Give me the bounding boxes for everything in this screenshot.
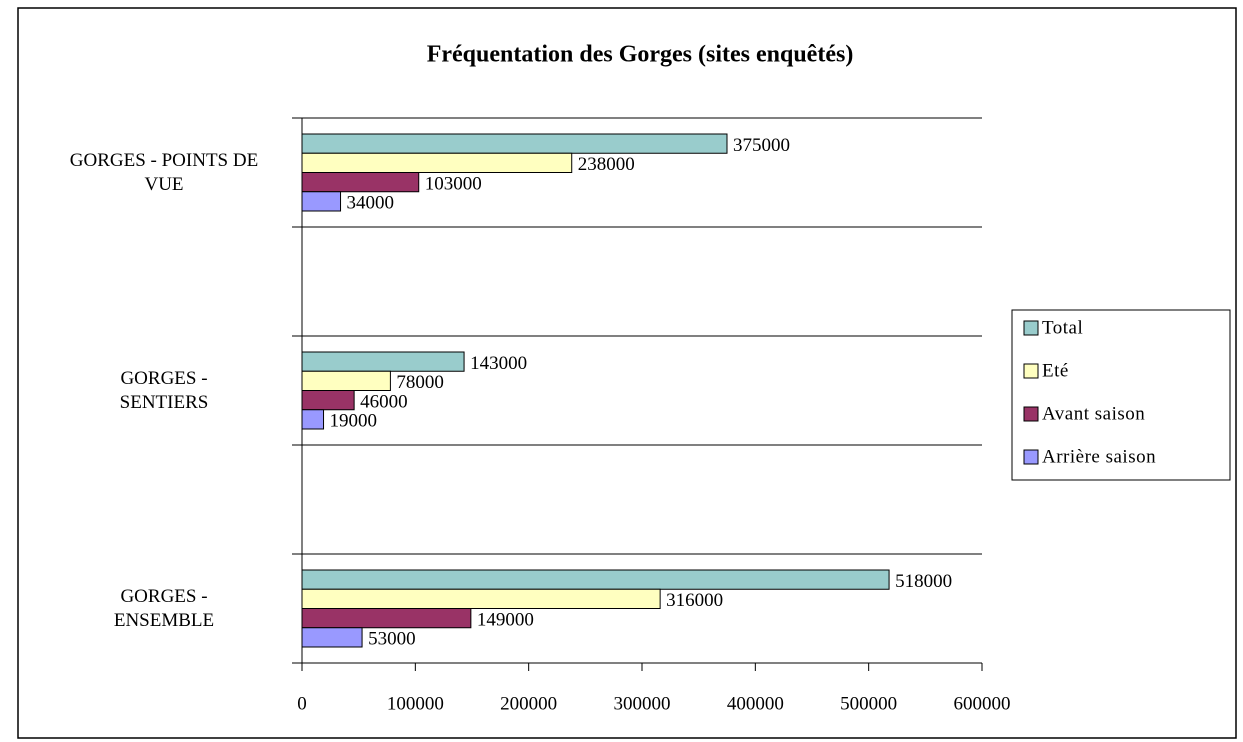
x-tick-label: 200000 xyxy=(500,693,557,714)
legend-box xyxy=(1011,309,1231,481)
bar xyxy=(301,370,391,391)
value-label: 53000 xyxy=(368,629,416,650)
x-tick-label: 100000 xyxy=(387,693,444,714)
value-label: 375000 xyxy=(733,135,790,156)
value-label: 19000 xyxy=(330,411,378,432)
bar xyxy=(301,191,342,212)
value-label: 518000 xyxy=(895,571,952,592)
legend-swatch xyxy=(1023,449,1039,465)
legend-label: Avant saison xyxy=(1042,403,1145,424)
value-label: 143000 xyxy=(470,353,527,374)
legend-label: Total xyxy=(1042,317,1083,338)
legend-swatch xyxy=(1023,320,1039,336)
x-tick-label: 400000 xyxy=(727,693,784,714)
x-tick-label: 300000 xyxy=(614,693,671,714)
y-tick-label: GORGES - ENSEMBLE xyxy=(113,585,215,631)
bar xyxy=(301,409,325,430)
x-tick-label: 600000 xyxy=(954,693,1011,714)
legend-label: Eté xyxy=(1042,360,1069,381)
bar xyxy=(301,390,355,411)
bar xyxy=(301,133,728,154)
bar xyxy=(301,608,472,629)
value-label: 34000 xyxy=(347,193,395,214)
value-label: 103000 xyxy=(425,173,482,194)
bar xyxy=(301,627,363,648)
value-label: 149000 xyxy=(477,609,534,630)
y-tick-label: GORGES - SENTIERS xyxy=(119,367,209,413)
x-tick-label: 500000 xyxy=(840,693,897,714)
bar xyxy=(301,569,890,590)
legend-swatch xyxy=(1023,406,1039,422)
legend-swatch xyxy=(1023,363,1039,379)
chart-title: Fréquentation des Gorges (sites enquêtés… xyxy=(427,42,854,68)
legend-label: Arrière saison xyxy=(1042,446,1156,467)
value-label: 78000 xyxy=(396,372,444,393)
bar xyxy=(301,351,465,372)
bar xyxy=(301,152,573,173)
value-label: 46000 xyxy=(360,391,408,412)
value-label: 238000 xyxy=(578,154,635,175)
value-label: 316000 xyxy=(666,590,723,611)
bar xyxy=(301,588,661,609)
x-tick-label: 0 xyxy=(297,693,307,714)
bar xyxy=(301,172,420,193)
y-tick-label: GORGES - POINTS DE VUE xyxy=(69,149,259,195)
